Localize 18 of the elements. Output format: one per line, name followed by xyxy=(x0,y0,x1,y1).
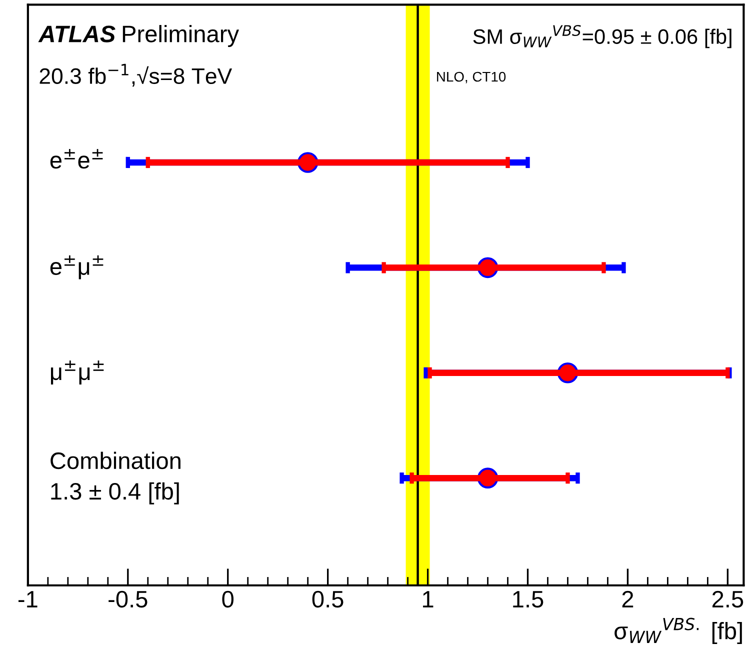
x-tick-label: 1.5 xyxy=(513,591,544,608)
text: Preliminary xyxy=(122,25,240,48)
x-tick-label: -0.5 xyxy=(108,590,148,608)
y-tick-label: μ$^{±}$μ$^{±}$ xyxy=(50,360,104,384)
x-tick-label: -1 xyxy=(18,591,38,608)
text: NLO, CT10 xyxy=(437,72,506,84)
x-tick-label: 0.5 xyxy=(312,590,344,608)
x-tick-label: 2 xyxy=(622,590,634,608)
y-tick-label: Combination 1.3 ± 0.4 [fb] xyxy=(50,452,180,504)
y-tick-label: e$^{±}$μ$^{±}$ xyxy=(50,255,104,280)
x-tick-label: 1 xyxy=(423,591,434,608)
y-tick-label: e$^{±}$e$^{±}$ xyxy=(50,148,103,169)
text: 20.3 fb$^{−1}$,√s=8 TeV xyxy=(40,64,232,87)
x-tick-label: 2.5 xyxy=(712,590,744,608)
x-axis-title: σ$_{WW}$$^{VBS.}$ [fb] xyxy=(614,618,742,644)
text: ATLAS xyxy=(38,26,116,42)
x-tick-label: 0 xyxy=(222,590,234,608)
ref-line-label: SM σ$_{WW}$$^{VBS}$=0.95 ± 0.06 [fb] xyxy=(473,25,732,48)
